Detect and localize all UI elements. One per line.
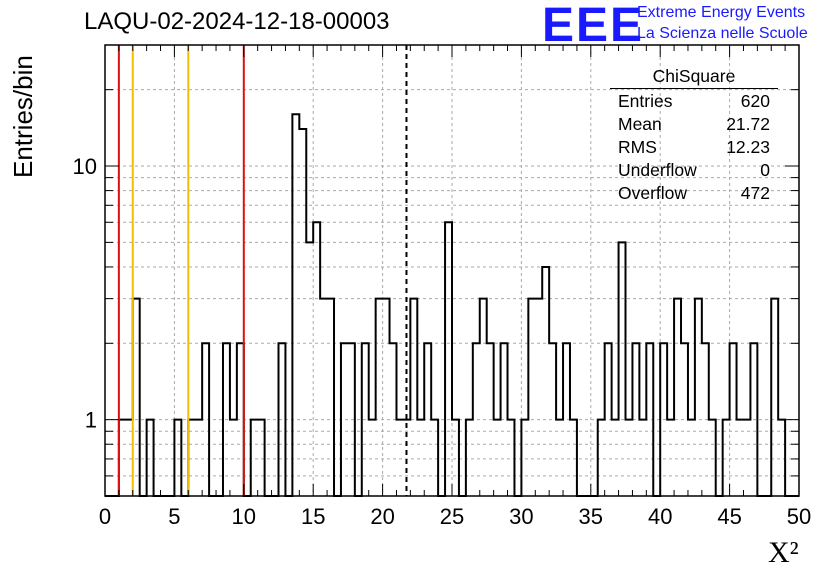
x-tick-label: 35 bbox=[579, 504, 603, 529]
stats-row-rms: RMS 12.23 bbox=[610, 136, 778, 159]
y-tick-label: 1 bbox=[85, 408, 97, 433]
stats-value: 21.72 bbox=[726, 114, 770, 134]
stats-row-overflow: Overflow 472 bbox=[610, 182, 778, 205]
x-tick-label: 25 bbox=[440, 504, 464, 529]
x-tick-label: 50 bbox=[787, 504, 811, 529]
stats-value: 0 bbox=[760, 160, 770, 180]
eee-logo: EEE bbox=[542, 0, 645, 52]
stats-label: Underflow bbox=[618, 160, 697, 180]
x-tick-label: 40 bbox=[648, 504, 672, 529]
y-tick-label: 10 bbox=[73, 154, 97, 179]
x-tick-label: 10 bbox=[232, 504, 256, 529]
stats-header: ChiSquare bbox=[610, 66, 778, 89]
stats-box: ChiSquare Entries 620 Mean 21.72 RMS 12.… bbox=[610, 66, 778, 205]
stats-label: Overflow bbox=[618, 183, 688, 203]
x-tick-label: 0 bbox=[99, 504, 111, 529]
x-tick-label: 20 bbox=[370, 504, 394, 529]
stats-row-entries: Entries 620 bbox=[610, 90, 778, 113]
x-tick-label: 45 bbox=[717, 504, 741, 529]
stats-value: 472 bbox=[740, 183, 770, 203]
stats-row-mean: Mean 21.72 bbox=[610, 113, 778, 136]
stats-label: RMS bbox=[618, 137, 657, 157]
stats-value: 620 bbox=[740, 91, 770, 111]
stats-label: Mean bbox=[618, 114, 662, 134]
stats-row-underflow: Underflow 0 bbox=[610, 159, 778, 182]
x-tick-label: 5 bbox=[168, 504, 180, 529]
x-axis-label: X² bbox=[768, 536, 799, 569]
x-tick-label: 15 bbox=[301, 504, 325, 529]
chart-title: LAQU-02-2024-12-18-00003 bbox=[84, 8, 390, 35]
stats-value: 12.23 bbox=[726, 137, 770, 157]
logo-line-2: La Scienza nelle Scuole bbox=[637, 25, 808, 42]
stats-label: Entries bbox=[618, 91, 673, 111]
x-tick-label: 30 bbox=[509, 504, 533, 529]
logo-line-1: Extreme Energy Events bbox=[637, 4, 806, 21]
